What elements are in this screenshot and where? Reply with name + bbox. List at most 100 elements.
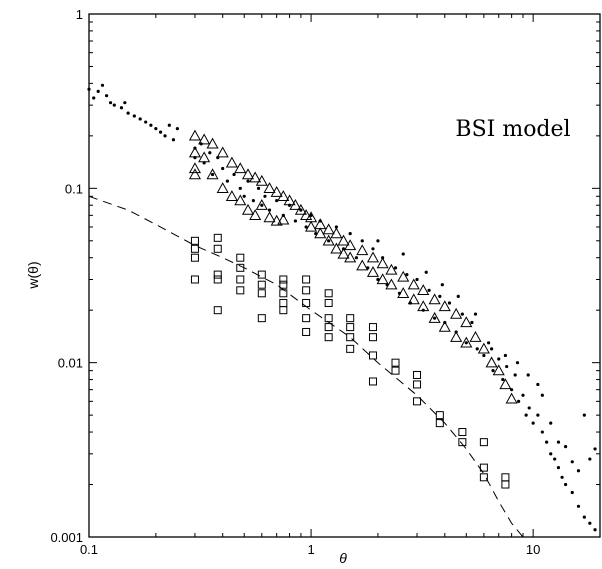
triangle-point	[263, 211, 276, 223]
dot-point	[576, 469, 581, 473]
triangle-point	[241, 168, 255, 180]
dot-point	[267, 208, 272, 212]
dot-point	[536, 413, 540, 417]
dot-point	[582, 413, 586, 417]
dot-point	[582, 515, 586, 519]
dot-point	[208, 151, 212, 155]
dot-point	[154, 127, 158, 131]
dot-point	[175, 127, 179, 131]
triangle-point	[428, 293, 441, 305]
model-annotation: BSI model	[455, 117, 570, 142]
triangle-point	[330, 242, 343, 254]
triangle-point	[241, 203, 255, 215]
dot-point	[517, 399, 521, 403]
dot-point	[126, 111, 130, 115]
triangle-point	[366, 251, 380, 263]
data-marks	[87, 83, 597, 538]
y-tick-label: 1	[76, 7, 83, 22]
dot-point	[456, 294, 460, 298]
dot-point	[460, 312, 464, 316]
dot-point	[132, 114, 136, 118]
dot-point	[438, 294, 442, 298]
tick-labels: 0.1 1 10 0.001 0.01 0.1 1	[50, 7, 540, 557]
dot-point	[570, 490, 574, 495]
dot-point	[491, 369, 495, 373]
square-point	[413, 397, 422, 406]
square-point	[236, 286, 245, 295]
triangle-point	[460, 336, 473, 348]
dot-point	[263, 194, 267, 198]
triangle-point	[225, 190, 238, 201]
square-point	[435, 411, 444, 420]
triangle-point	[216, 182, 229, 193]
triangle-point	[477, 342, 490, 354]
dot-point	[304, 225, 308, 229]
triangle-point	[366, 266, 380, 277]
y-axis-label: w(θ)	[25, 261, 41, 289]
triangle-point	[344, 251, 357, 263]
square-point	[257, 314, 266, 323]
triangle-point	[300, 209, 313, 220]
triangle-point	[438, 320, 451, 332]
dot-point	[531, 421, 535, 425]
dot-point	[521, 393, 525, 397]
triangle-point	[263, 182, 276, 193]
triangle-point	[216, 146, 229, 158]
triangle-point	[485, 356, 498, 368]
square-point	[324, 323, 333, 332]
dot-point	[503, 353, 508, 358]
triangle-point	[322, 223, 335, 235]
dot-point	[576, 504, 581, 508]
dot-point	[376, 239, 380, 243]
dot-point	[556, 440, 561, 444]
dot-point	[348, 231, 352, 236]
dot-point	[104, 94, 109, 98]
square-point	[302, 298, 311, 307]
dot-point	[427, 288, 431, 292]
triangle-point	[450, 307, 463, 319]
dot-point	[158, 130, 163, 134]
dot-point	[588, 457, 592, 461]
triangle-point	[385, 263, 398, 275]
square-point	[368, 323, 377, 332]
dot-point	[376, 277, 380, 282]
triangle-point	[428, 311, 441, 323]
dot-point	[405, 273, 409, 277]
dot-point	[334, 225, 338, 229]
triangle-point	[417, 284, 430, 295]
triangle-point	[376, 273, 389, 285]
dot-point	[536, 382, 540, 387]
triangle-point	[376, 257, 389, 269]
triangle-point	[255, 198, 268, 210]
triangle-point	[188, 168, 202, 180]
dot-point	[545, 440, 549, 444]
dot-point	[238, 186, 242, 190]
triangle-point	[417, 300, 430, 312]
square-point	[236, 263, 245, 272]
dot-point	[527, 406, 531, 410]
dot-point	[393, 266, 398, 270]
square-point	[190, 253, 199, 262]
triangle-point	[397, 270, 410, 282]
dot-point	[564, 482, 568, 487]
dot-point	[87, 87, 91, 91]
triangle-point	[294, 203, 307, 215]
triangle-point	[385, 278, 398, 290]
dot-point	[501, 377, 505, 382]
triangle-point	[206, 137, 219, 149]
triangle-point	[289, 198, 302, 210]
dot-point	[424, 270, 428, 274]
triangle-point	[188, 129, 202, 141]
dot-point	[486, 341, 491, 345]
square-point	[279, 275, 288, 284]
triangle-point	[407, 293, 420, 305]
dot-point	[167, 123, 171, 127]
y-tick-label: 0.1	[65, 181, 83, 196]
square-point	[346, 323, 355, 332]
dot-point	[108, 101, 113, 105]
square-point	[279, 280, 288, 289]
triangle-point	[460, 316, 473, 328]
triangle-point	[397, 287, 410, 298]
dot-point	[593, 528, 597, 532]
square-point	[435, 419, 444, 428]
